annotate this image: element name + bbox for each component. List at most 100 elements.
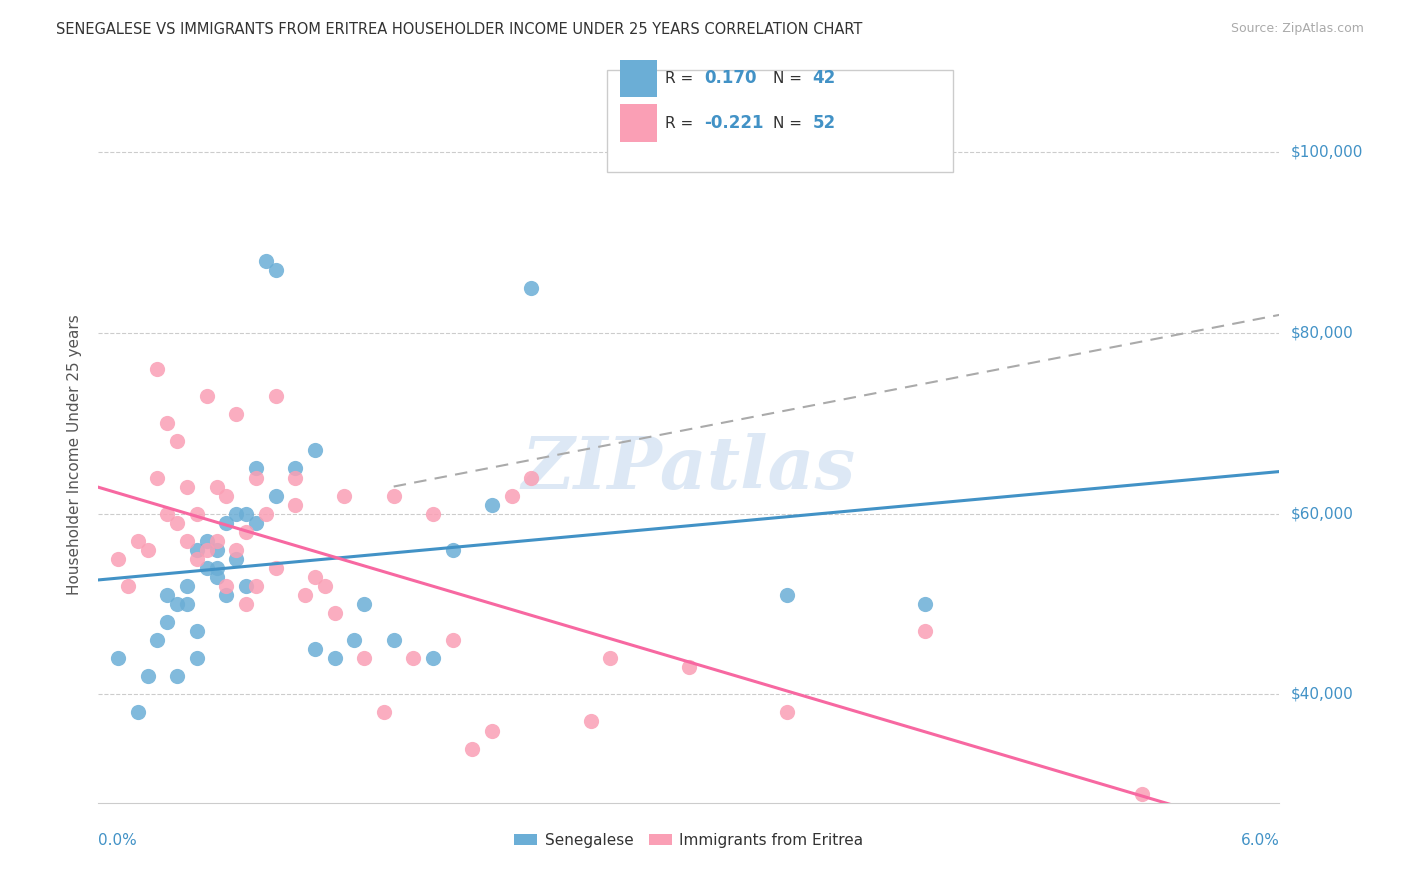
Point <box>382 633 405 648</box>
Point <box>176 533 198 548</box>
Text: 0.0%: 0.0% <box>98 833 138 848</box>
Point <box>235 579 257 593</box>
Point <box>481 498 503 512</box>
Text: 42: 42 <box>813 70 837 87</box>
Y-axis label: Householder Income Under 25 years: Householder Income Under 25 years <box>67 315 83 595</box>
Point <box>215 516 238 530</box>
Point <box>323 606 346 620</box>
Point <box>245 470 267 484</box>
Point <box>373 706 395 720</box>
Point <box>235 524 257 539</box>
Point <box>205 533 228 548</box>
Point <box>166 669 188 683</box>
Text: $100,000: $100,000 <box>1291 145 1362 160</box>
Point <box>284 461 307 475</box>
Point <box>176 597 198 611</box>
Point <box>304 642 326 657</box>
Point <box>353 651 375 665</box>
Point <box>314 579 336 593</box>
Text: 6.0%: 6.0% <box>1240 833 1279 848</box>
Point <box>225 407 247 421</box>
Point <box>520 281 543 295</box>
Point <box>776 588 799 602</box>
Text: 0.170: 0.170 <box>704 70 756 87</box>
Point <box>146 470 169 484</box>
Point <box>156 507 179 521</box>
Point <box>343 633 366 648</box>
Point <box>264 489 287 503</box>
Point <box>215 579 238 593</box>
Text: $40,000: $40,000 <box>1291 687 1354 702</box>
Point <box>146 633 169 648</box>
Point <box>520 470 543 484</box>
Point <box>195 389 218 403</box>
Point <box>333 489 356 503</box>
Point <box>195 533 218 548</box>
Point <box>422 651 444 665</box>
Text: 52: 52 <box>813 114 835 132</box>
Point <box>294 588 316 602</box>
Point <box>402 651 425 665</box>
Point <box>501 489 523 503</box>
Point <box>441 633 464 648</box>
Point <box>323 651 346 665</box>
Point <box>136 542 159 557</box>
Point <box>461 741 484 756</box>
Point <box>195 561 218 575</box>
Point <box>205 561 228 575</box>
Point <box>166 516 188 530</box>
Point <box>127 533 149 548</box>
Point <box>205 479 228 493</box>
Point <box>225 542 247 557</box>
Point <box>225 551 247 566</box>
Point <box>205 570 228 584</box>
Point <box>579 714 602 729</box>
Point <box>215 588 238 602</box>
Point <box>107 651 129 665</box>
Point <box>156 588 179 602</box>
Text: ZIPatlas: ZIPatlas <box>522 434 856 504</box>
Text: SENEGALESE VS IMMIGRANTS FROM ERITREA HOUSEHOLDER INCOME UNDER 25 YEARS CORRELAT: SENEGALESE VS IMMIGRANTS FROM ERITREA HO… <box>56 22 863 37</box>
Point <box>914 624 936 639</box>
Point <box>186 651 208 665</box>
Point <box>117 579 139 593</box>
Point <box>156 615 179 629</box>
Point <box>264 561 287 575</box>
Point <box>215 489 238 503</box>
Text: Source: ZipAtlas.com: Source: ZipAtlas.com <box>1230 22 1364 36</box>
Text: N =: N = <box>773 71 807 86</box>
Text: R =: R = <box>665 116 699 130</box>
Point <box>176 479 198 493</box>
Point <box>156 417 179 431</box>
Point <box>776 706 799 720</box>
Point <box>382 489 405 503</box>
Text: N =: N = <box>773 116 807 130</box>
Point <box>186 624 208 639</box>
Point <box>422 507 444 521</box>
Point <box>441 542 464 557</box>
Point <box>245 579 267 593</box>
Point <box>264 262 287 277</box>
Point <box>205 542 228 557</box>
Point <box>186 551 208 566</box>
Point <box>225 507 247 521</box>
Point <box>245 461 267 475</box>
Point <box>284 498 307 512</box>
Point <box>481 723 503 738</box>
Point <box>146 362 169 376</box>
Point <box>284 470 307 484</box>
Point <box>186 507 208 521</box>
Point <box>245 516 267 530</box>
Point <box>127 706 149 720</box>
Point <box>166 597 188 611</box>
Point <box>186 542 208 557</box>
Point <box>235 507 257 521</box>
Point <box>1130 787 1153 801</box>
Point <box>353 597 375 611</box>
Point <box>254 253 277 268</box>
Point <box>264 389 287 403</box>
Point <box>304 443 326 458</box>
Point <box>107 551 129 566</box>
Text: $60,000: $60,000 <box>1291 506 1354 521</box>
Point <box>166 434 188 449</box>
